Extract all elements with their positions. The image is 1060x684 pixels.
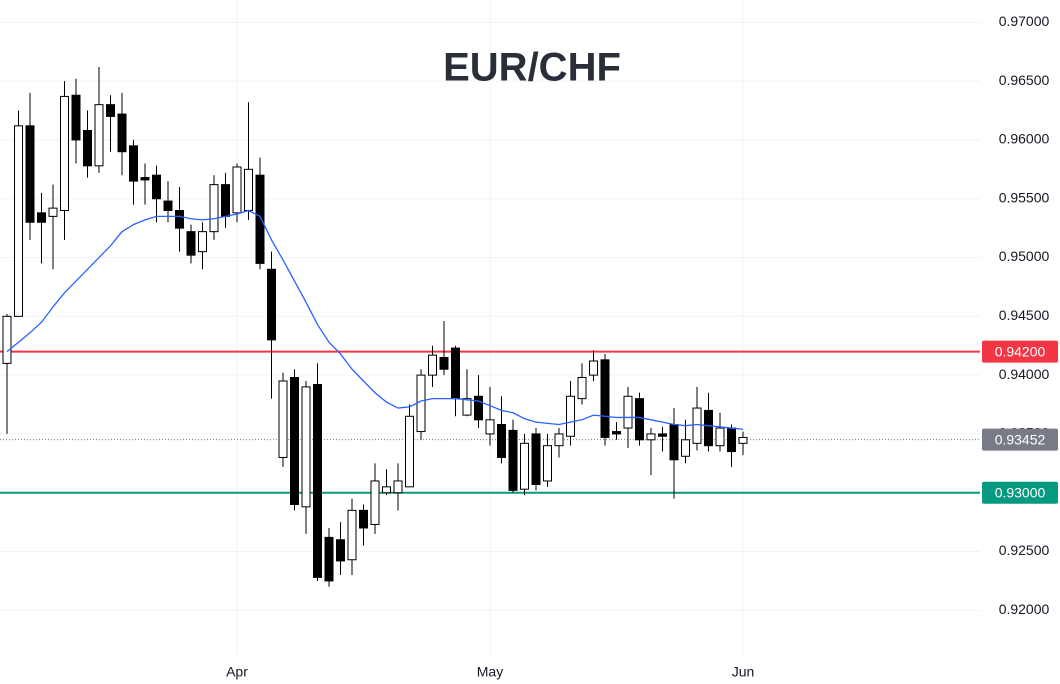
candle-body [416,374,426,433]
candle-body [347,509,357,561]
candle-body [60,95,69,211]
price-tag-label: 0.93452 [995,431,1046,447]
candle-body [474,395,483,421]
candle-body [175,209,184,229]
y-tick-label: 0.94000 [999,366,1050,382]
candle-body [727,427,736,453]
x-tick-label: Apr [226,664,248,680]
candle-body [462,398,472,416]
y-tick-label: 0.96000 [999,131,1050,147]
candle-body [577,376,587,400]
candle-body [485,419,495,435]
candle-body [497,424,506,458]
candle-body [129,145,138,182]
price-tag [982,428,1058,451]
candle-body [520,442,529,490]
x-tick-label: Jun [732,664,755,680]
candle-body [37,212,46,223]
candle-body [554,433,564,447]
y-tick-label: 0.96500 [999,72,1050,88]
candle-body [336,539,345,562]
candle-body [543,445,552,482]
candle-body [600,359,610,438]
candle-body [324,536,334,582]
candle-body [255,174,265,264]
candle-body [209,184,219,233]
y-tick-label: 0.94500 [999,307,1050,323]
price-tag-label: 0.94200 [995,343,1046,359]
price-tag [982,481,1058,504]
candle-body [635,398,644,441]
candle-body [152,174,161,200]
candle-body [198,231,207,253]
candle-body [646,433,656,441]
candle-body [612,431,621,435]
candle-body [244,168,253,211]
candle-body [508,429,518,491]
y-tick-label: 0.95000 [999,248,1050,264]
moving-average [6,209,744,430]
candle-body [589,360,598,376]
y-tick-label: 0.92500 [999,542,1050,558]
candle-body [2,315,12,364]
y-tick-label: 0.95500 [999,189,1050,205]
candle-body [186,231,196,256]
candle-body [439,356,449,370]
candle-body [163,200,173,211]
candle-body [382,486,391,494]
candle-body [94,104,104,167]
candle-body [405,415,414,488]
candle-body [531,433,541,485]
candle-body [451,347,460,400]
candle-body [313,384,322,578]
candle-body [221,184,230,217]
candle-body [692,407,702,444]
candle-body [658,433,667,437]
candle-body [428,354,437,376]
candle-body [106,104,115,117]
candle-body [117,113,127,153]
candle-body [140,177,150,181]
candle-body [301,386,311,508]
candle-body [71,94,81,141]
candle-body [681,439,690,457]
chart-title: EUR/CHF [443,46,621,90]
candle-body [232,166,242,214]
candle-body [669,424,679,461]
candle-body [83,130,92,167]
candle-body [704,409,713,447]
candle-body [566,395,575,437]
price-tag-label: 0.93000 [995,484,1046,500]
candle-body [715,427,725,447]
candle-body [278,380,288,458]
y-tick-label: 0.97000 [999,13,1050,29]
y-tick-label: 0.92000 [999,601,1050,617]
price-tag [982,340,1058,363]
candle-body [14,125,23,317]
candle-body [267,268,276,341]
candle-body [25,125,35,223]
candle-body [393,480,403,494]
candle-body [48,207,58,217]
candle-body [359,509,368,529]
x-tick-label: May [477,664,503,680]
candle-body [623,395,633,429]
candle-body [290,376,299,505]
candle-body [738,436,748,444]
candle-body [370,480,380,525]
